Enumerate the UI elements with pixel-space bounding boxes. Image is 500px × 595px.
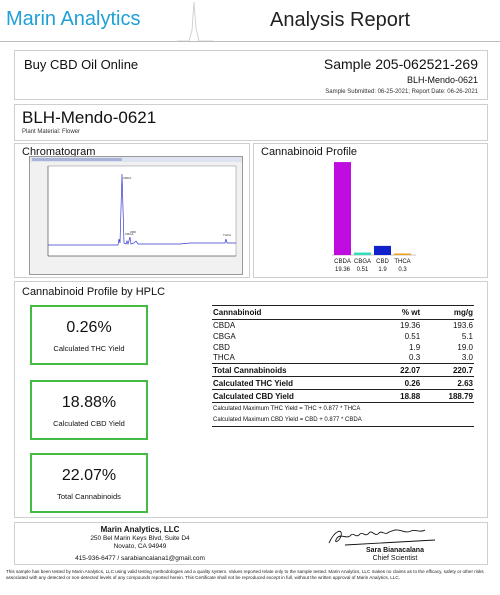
- bar-cbga: [354, 252, 371, 255]
- bar-value-thca: 0.3: [398, 267, 407, 273]
- bar-label-thca: THCA: [394, 259, 410, 265]
- chromatogram-title: Chromatogram: [22, 146, 96, 158]
- sample-id: Sample 205-062521-269: [323, 56, 478, 72]
- column-header-cannabinoid: Cannabinoid: [212, 305, 378, 320]
- signature-image: [328, 529, 436, 546]
- footer-card: Marin Analytics, LLC 250 Bel Marin Keys …: [14, 522, 488, 565]
- cell-name: Total Cannabinoids: [212, 363, 378, 377]
- bar-label-cbga: CBGA: [354, 259, 371, 265]
- cell-mg: 3.0: [461, 353, 473, 363]
- cell-percent: 0.51: [404, 331, 421, 341]
- thc-formula-text: Calculated Maximum THC Yield = THC + 0.8…: [212, 402, 474, 415]
- cell-percent: 0.26: [377, 376, 422, 390]
- cbd-formula-note: Calculated Maximum CBD Yield = CBD + 0.8…: [212, 414, 474, 427]
- chromatogram-peak-cbga: CBGA: [125, 232, 134, 236]
- brand-name: Marin Analytics: [6, 8, 141, 30]
- cell-name: Calculated CBD Yield: [212, 389, 378, 403]
- cell-name: CBGA: [213, 331, 236, 341]
- cbd-yield-label: Calculated CBD Yield: [53, 419, 125, 428]
- table-row: CBD 1.9 19.0: [212, 342, 474, 353]
- total-cannabinoids-box: 22.07% Total Cannabinoids: [30, 453, 148, 513]
- signer-title: Chief Scientist: [372, 555, 418, 562]
- cbd-formula-text: Calculated Maximum CBD Yield = CBD + 0.8…: [212, 414, 474, 427]
- thc-formula-note: Calculated Maximum THC Yield = THC + 0.8…: [212, 402, 474, 415]
- column-header-mg: mg/g: [421, 305, 474, 320]
- plant-material: Plant Material: Flower: [22, 129, 81, 135]
- waveform-logo-icon: [177, 1, 213, 42]
- bar-value-cbga: 0.51: [357, 267, 369, 273]
- header-divider: [0, 41, 500, 42]
- lab-name: Marin Analytics, LLC: [100, 525, 180, 534]
- signer-name: Sara Bianacalana: [366, 547, 424, 554]
- chromatogram-peak-cbd: CBD: [130, 230, 137, 234]
- report-header: Marin Analytics Analysis Report: [0, 0, 500, 42]
- profile-title: Cannabinoid Profile: [261, 146, 358, 158]
- table-header-row: Cannabinoid % wt mg/g: [212, 305, 474, 320]
- table-row: CBDA 19.36 193.6: [212, 320, 474, 331]
- bar-cbda: [334, 162, 351, 255]
- cannabinoid-profile-card: Cannabinoid Profile CBDA 19.36 CBGA 0.51 CBD…: [253, 143, 488, 278]
- chromatogram-peak-thca: THCA: [223, 233, 231, 237]
- cell-name: THCA: [213, 353, 235, 363]
- cell-mg: 220.7: [421, 363, 474, 377]
- cell-percent: 1.9: [409, 342, 421, 352]
- cbd-yield-row: Calculated CBD Yield 18.88 188.79: [212, 389, 474, 403]
- table-row: THCA 0.3 3.0: [212, 353, 474, 364]
- bar-thca: [394, 253, 411, 255]
- client-card: Buy CBD Oil Online Sample 205-062521-269…: [14, 50, 488, 100]
- cell-percent: 22.07: [377, 363, 422, 377]
- chromatogram-plot: CBDA CBGA CBD THCA: [30, 157, 242, 257]
- total-cannabinoids-label: Total Cannabinoids: [57, 492, 121, 501]
- thc-yield-label: Calculated THC Yield: [53, 344, 125, 353]
- cell-mg: 2.63: [421, 376, 474, 390]
- cell-name: CBD: [213, 342, 230, 352]
- bar-cbd: [374, 245, 391, 255]
- cell-percent: 19.36: [400, 320, 421, 330]
- cbd-yield-box: 18.88% Calculated CBD Yield: [30, 380, 148, 440]
- cell-percent: 18.88: [377, 389, 422, 403]
- cell-name: CBDA: [213, 320, 236, 330]
- thc-yield-value: 0.26%: [66, 319, 112, 336]
- total-row: Total Cannabinoids 22.07 220.7: [212, 363, 474, 377]
- thc-yield-box: 0.26% Calculated THC Yield: [30, 305, 148, 365]
- client-name: Buy CBD Oil Online: [24, 57, 139, 72]
- bar-value-cbda: 19.36: [335, 267, 351, 273]
- cell-mg: 19.0: [457, 342, 473, 352]
- product-name: BLH-Mendo-0621: [22, 108, 157, 127]
- table-row: CBGA 0.51 5.1: [212, 331, 474, 342]
- disclaimer-text: This sample has been tested by Marin Ana…: [6, 569, 484, 580]
- cbd-yield-value: 18.88%: [61, 394, 117, 411]
- sample-name: BLH-Mendo-0621: [406, 75, 478, 85]
- chromatogram-peak-cbda: CBDA: [123, 176, 131, 180]
- cell-name: Calculated THC Yield: [212, 376, 378, 390]
- column-header-percent: % wt: [377, 305, 422, 320]
- report-title: Analysis Report: [270, 9, 411, 31]
- lab-contact: 415-936-6477 / sarabiancalana1@gmail.com: [75, 555, 205, 562]
- lab-address-line1: 250 Bel Marin Keys Blvd, Suite D4: [90, 535, 190, 542]
- sample-dates: Sample Submitted: 06-25-2021; Report Dat…: [325, 89, 478, 95]
- bar-value-cbd: 1.9: [378, 267, 387, 273]
- bar-label-cbd: CBD: [376, 259, 389, 265]
- cell-mg: 188.79: [421, 389, 474, 403]
- cell-mg: 5.1: [461, 331, 473, 341]
- thc-yield-row: Calculated THC Yield 0.26 2.63: [212, 376, 474, 390]
- total-cannabinoids-value: 22.07%: [61, 467, 117, 484]
- bar-label-cbda: CBDA: [334, 259, 351, 265]
- cell-percent: 0.3: [409, 353, 421, 363]
- lab-address-line2: Novato, CA 94949: [113, 543, 167, 550]
- cannabinoid-results-table: Cannabinoid % wt mg/g CBDA 19.36 193.6 C…: [212, 305, 474, 427]
- product-card: BLH-Mendo-0621 Plant Material: Flower: [14, 104, 488, 141]
- cell-mg: 193.6: [452, 320, 473, 330]
- hplc-title: Cannabinoid Profile by HPLC: [22, 286, 166, 298]
- chromatogram-image: CBDA CBGA CBD THCA: [29, 156, 243, 275]
- chromatogram-card: Chromatogram CBDA CBGA CBD THCA: [14, 143, 250, 278]
